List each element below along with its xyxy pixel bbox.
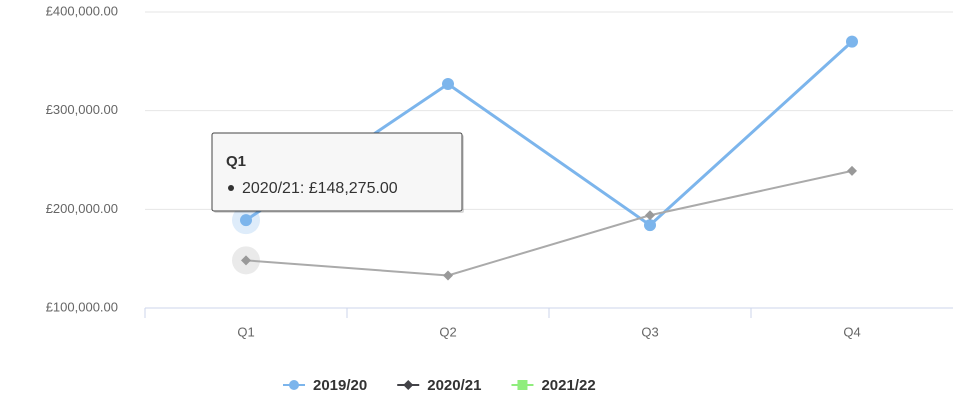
point bbox=[847, 165, 857, 176]
x-tick-label: Q3 bbox=[641, 324, 658, 339]
legend-item[interactable]: 2020/21 bbox=[397, 377, 481, 394]
legend-label: 2021/22 bbox=[541, 377, 595, 394]
tooltip-title: Q1 bbox=[226, 153, 246, 170]
tooltip: Q1 2020/21: £148,275.00 bbox=[211, 132, 464, 213]
point bbox=[240, 214, 252, 227]
x-tick-label: Q1 bbox=[237, 324, 254, 339]
point bbox=[403, 380, 414, 390]
point bbox=[846, 35, 858, 48]
x-tick-label: Q4 bbox=[843, 324, 860, 339]
legend-label: 2019/20 bbox=[313, 377, 367, 394]
point bbox=[443, 270, 453, 281]
legend-label: 2020/21 bbox=[427, 377, 481, 394]
point bbox=[241, 255, 251, 266]
point bbox=[442, 78, 454, 91]
y-tick-label: £400,000.00 bbox=[46, 3, 118, 18]
point bbox=[644, 219, 656, 232]
tooltip-text: 2020/21: £148,275.00 bbox=[242, 180, 398, 197]
tooltip-dot bbox=[228, 185, 234, 191]
y-tick-label: £100,000.00 bbox=[46, 299, 118, 314]
series-line bbox=[245, 169, 853, 277]
point bbox=[289, 380, 299, 390]
y-tick-label: £200,000.00 bbox=[46, 201, 118, 216]
point bbox=[645, 210, 655, 221]
legend-item[interactable]: 2019/20 bbox=[283, 377, 367, 394]
x-tick-label: Q2 bbox=[439, 324, 456, 339]
tooltip-box bbox=[211, 132, 463, 212]
point bbox=[517, 380, 528, 390]
y-tick-label: £300,000.00 bbox=[46, 102, 118, 117]
legend-item[interactable]: 2021/22 bbox=[511, 377, 596, 394]
